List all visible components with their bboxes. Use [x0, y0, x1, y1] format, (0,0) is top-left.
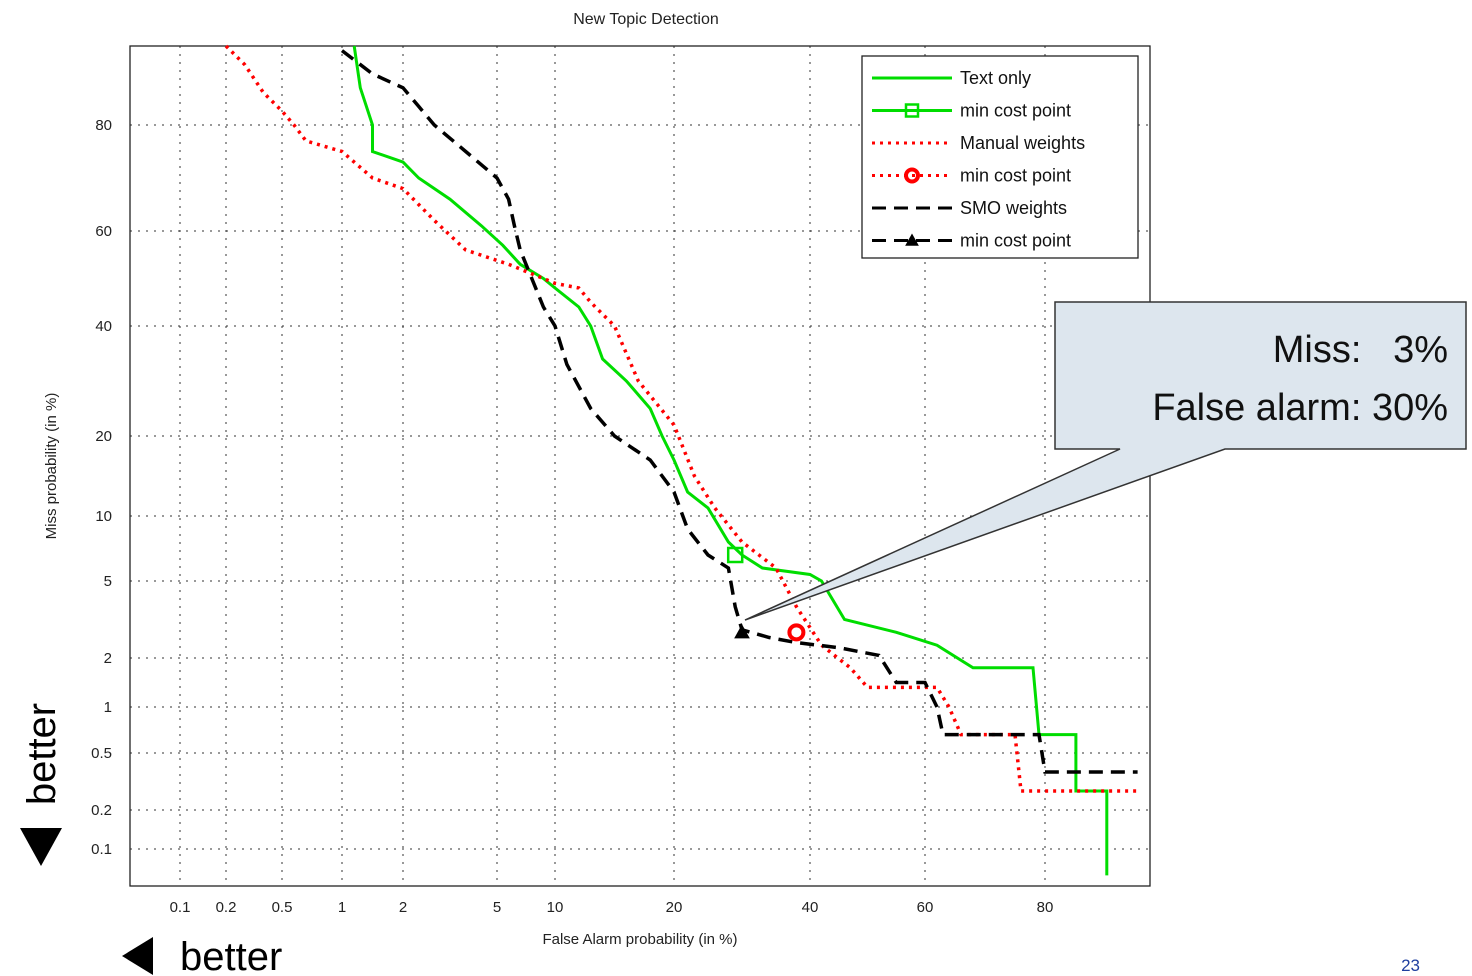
x-tick-label: 80 — [1037, 899, 1054, 916]
series-lines — [224, 44, 1138, 876]
x-tick-label: 0.2 — [216, 899, 237, 916]
legend-label: min cost point — [960, 231, 1071, 251]
legend-label: SMO weights — [960, 198, 1067, 218]
y-tick-label: 5 — [104, 573, 112, 590]
y-axis-label: Miss probability (in %) — [43, 393, 60, 540]
x-tick-label: 1 — [338, 899, 346, 916]
callout-line-1: Miss: 3% — [1273, 329, 1448, 371]
x-tick-label: 20 — [666, 899, 683, 916]
legend-label: min cost point — [960, 101, 1071, 121]
x-tick-label: 2 — [399, 899, 407, 916]
better-down-indicator: better — [20, 703, 64, 866]
series-line-manual-weights — [224, 44, 1138, 793]
legend-label: min cost point — [960, 166, 1071, 186]
page-number: 23 — [1401, 956, 1420, 975]
x-tick-label: 0.5 — [272, 899, 293, 916]
x-axis-label: False Alarm probability (in %) — [542, 931, 737, 948]
y-tick-label: 1 — [104, 699, 112, 716]
legend-label: Manual weights — [960, 133, 1085, 153]
callout: Miss: 3% False alarm: 30% — [744, 301, 1467, 621]
better-down-label: better — [20, 703, 64, 805]
better-left-indicator: better — [122, 935, 282, 976]
y-tick-label: 40 — [95, 318, 112, 335]
series-line-text-only — [352, 45, 1109, 876]
y-tick-label: 60 — [95, 223, 112, 240]
y-tick-label: 0.5 — [91, 745, 112, 762]
callout-line-2: False alarm: 30% — [1152, 387, 1448, 429]
y-tick-label: 10 — [95, 508, 112, 525]
y-tick-label: 0.2 — [91, 802, 112, 819]
callout-bubble — [744, 301, 1467, 621]
x-tick-label: 40 — [802, 899, 819, 916]
legend-box — [861, 55, 1139, 259]
arrow-down-icon — [20, 828, 62, 866]
x-tick-label: 10 — [547, 899, 564, 916]
triangle-marker-icon — [734, 624, 750, 639]
y-tick-label: 2 — [104, 650, 112, 667]
arrow-left-icon — [122, 937, 153, 975]
x-tick-label: 5 — [493, 899, 501, 916]
y-axis-ticks: 0.1 0.2 0.5 1 2 5 10 20 40 60 80 — [91, 117, 112, 858]
better-left-label: better — [180, 935, 282, 976]
square-marker-icon — [904, 103, 920, 118]
triangle-marker-icon — [905, 233, 919, 246]
x-tick-label: 60 — [917, 899, 934, 916]
legend-label: Text only — [960, 68, 1031, 88]
square-marker-icon — [726, 546, 744, 564]
x-tick-label: 0.1 — [170, 899, 191, 916]
circle-marker-icon — [904, 167, 920, 184]
circle-marker-icon — [787, 623, 806, 642]
legend: Text only min cost point Manual weights min… — [861, 55, 1139, 259]
chart-title: New Topic Detection — [573, 11, 719, 28]
y-tick-label: 20 — [95, 428, 112, 445]
min-cost-markers — [726, 546, 806, 642]
y-tick-label: 80 — [95, 117, 112, 134]
x-axis-ticks: 0.1 0.2 0.5 1 2 5 10 20 40 60 80 — [170, 899, 1054, 916]
y-tick-label: 0.1 — [91, 841, 112, 858]
series-line-smo-weights — [340, 49, 1138, 774]
